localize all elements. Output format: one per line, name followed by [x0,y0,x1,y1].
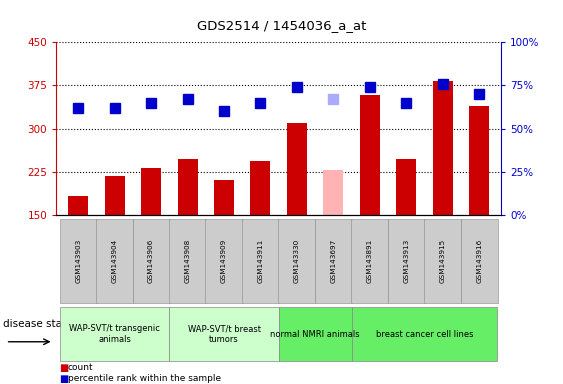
Bar [360,95,380,215]
Text: WAP-SVT/t transgenic
animals: WAP-SVT/t transgenic animals [69,324,160,344]
Text: GSM143916: GSM143916 [476,239,482,283]
Bar [469,106,489,215]
Text: WAP-SVT/t breast
tumors: WAP-SVT/t breast tumors [187,324,261,344]
Bar [287,124,307,215]
Bar [433,81,453,215]
Text: GSM143915: GSM143915 [440,239,446,283]
Bar [214,180,234,215]
Text: GSM143697: GSM143697 [330,239,336,283]
Text: GSM143330: GSM143330 [294,239,300,283]
Text: GSM143904: GSM143904 [111,239,118,283]
Text: GSM143903: GSM143903 [75,239,81,283]
Text: GSM143908: GSM143908 [185,239,190,283]
Bar [251,161,270,215]
Bar [177,159,198,215]
Text: percentile rank within the sample: percentile rank within the sample [68,374,221,383]
Text: GSM143906: GSM143906 [148,239,154,283]
Text: breast cancer cell lines: breast cancer cell lines [376,329,473,339]
Text: count: count [68,363,93,372]
Text: GSM143909: GSM143909 [221,239,227,283]
Bar [68,196,88,215]
Bar [105,176,124,215]
Text: ■: ■ [59,374,68,384]
Text: disease state: disease state [3,319,72,329]
Text: GSM143911: GSM143911 [257,239,263,283]
Text: GSM143891: GSM143891 [367,239,373,283]
Bar [323,170,343,215]
Bar [396,159,416,215]
Text: ■: ■ [59,363,68,373]
Bar [141,168,161,215]
Text: GDS2514 / 1454036_a_at: GDS2514 / 1454036_a_at [197,19,366,32]
Text: GSM143913: GSM143913 [403,239,409,283]
Text: normal NMRI animals: normal NMRI animals [270,329,360,339]
